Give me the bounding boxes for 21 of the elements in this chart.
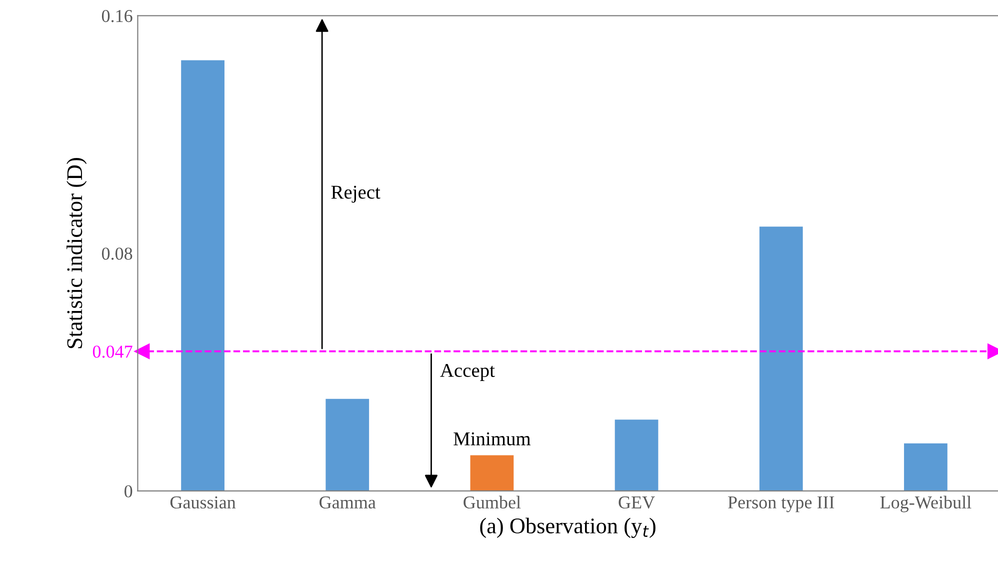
x-tick-label: Log-Weibull — [880, 496, 972, 512]
y-tick-label: 0.047 — [92, 346, 132, 358]
annotation: Reject — [331, 186, 380, 203]
bar — [470, 455, 514, 491]
annotation: Minimum — [454, 432, 531, 446]
x-tick-label: GEV — [618, 496, 655, 509]
y-tick-label: 0.08 — [102, 248, 132, 260]
bar — [759, 226, 803, 491]
x-tick-label: Gamma — [320, 496, 376, 509]
bar — [181, 60, 224, 491]
bar — [326, 398, 370, 491]
y-tick-label: 0.16 — [102, 10, 132, 22]
x-tick-label: Gaussian — [170, 496, 236, 509]
y-axis-title: Statistic indicator (D) — [66, 158, 87, 348]
x-tick-label: Person type III — [728, 496, 834, 512]
x-axis-title: (a) Observation (y$_{t}$) — [480, 518, 656, 538]
y-tick-label: 0 — [124, 485, 132, 498]
annotation: Accept — [440, 364, 495, 381]
bar — [904, 443, 948, 491]
bar — [614, 420, 658, 491]
x-tick-label: Gumbel — [464, 496, 521, 509]
